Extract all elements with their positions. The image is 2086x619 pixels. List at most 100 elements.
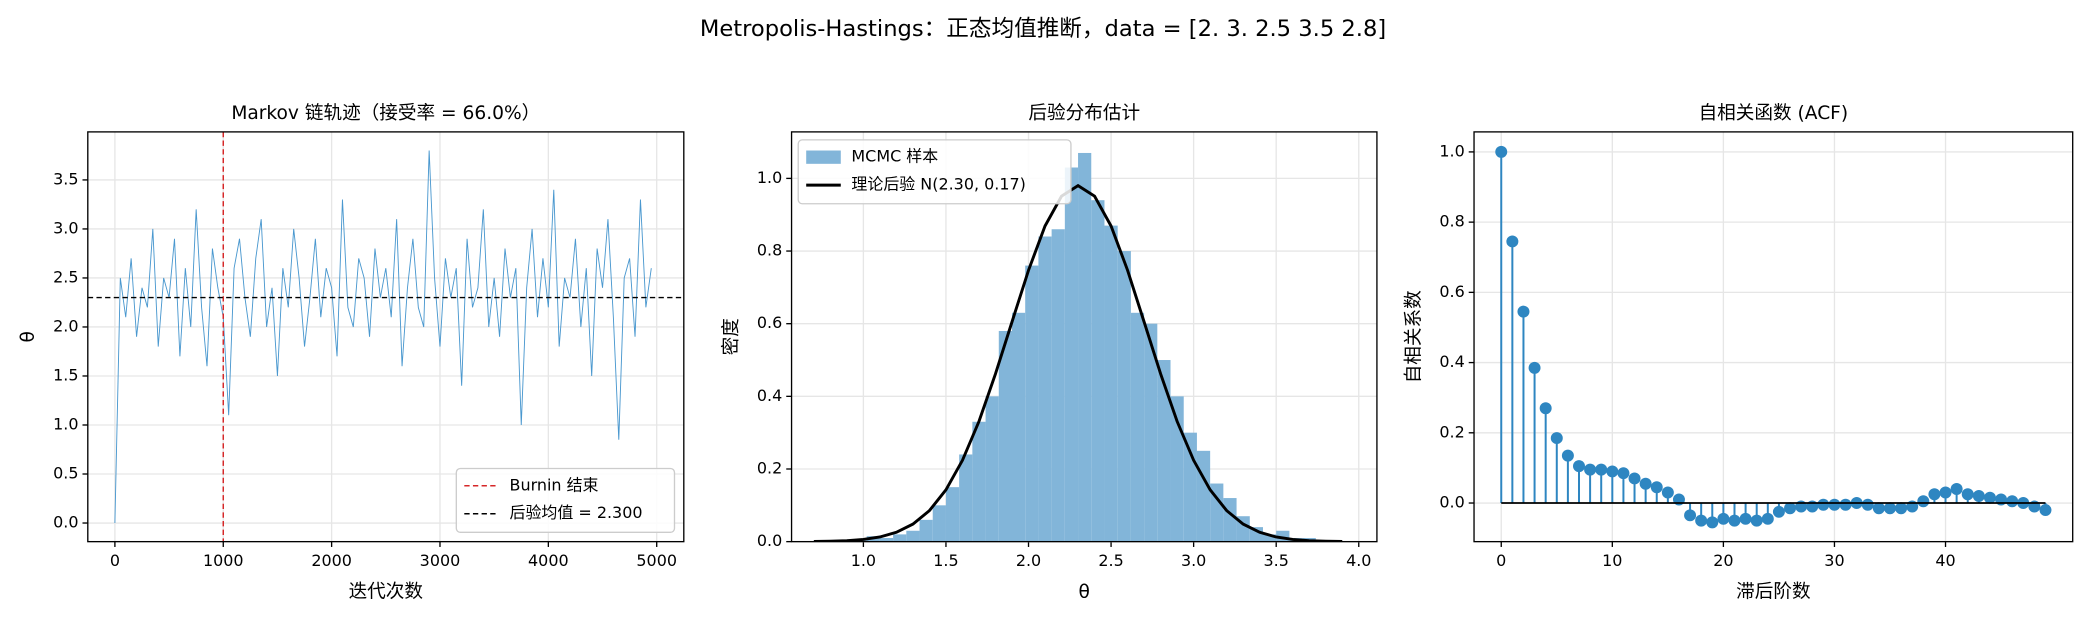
y-tick-label: 0.5 [53,464,78,483]
stem-marker [1750,514,1763,527]
y-tick-label: 0.0 [53,513,78,532]
stem-marker [1706,516,1719,529]
histogram-bar [1223,498,1237,542]
histogram-bar [879,538,894,542]
stem-marker [1584,463,1597,476]
stem-marker [1539,402,1552,415]
stem-marker [1839,498,1852,511]
y-tick-label: 0.8 [757,241,782,260]
stem-marker [1939,486,1952,499]
stem-marker [1639,477,1652,490]
y-axis-label: 自相关系数 [1404,290,1425,383]
x-tick-label: 10 [1602,551,1622,570]
y-axis-label: 密度 [721,318,742,355]
plot-area [1495,145,2052,529]
stem-marker [1872,502,1885,515]
histogram-bar [932,505,946,542]
stem-marker [1506,235,1519,248]
y-tick-label: 0.0 [1439,493,1464,512]
histogram-bar [1196,450,1211,542]
stem-marker [1761,512,1774,525]
y-tick-label: 2.5 [53,267,78,286]
stem-marker [1784,502,1797,515]
stem-marker [1717,512,1730,525]
x-tick-label: 20 [1713,551,1733,570]
stem-marker [1517,305,1530,318]
plot-area [87,131,684,542]
histogram-bar [1276,530,1290,542]
x-tick-label: 2.0 [1016,551,1041,570]
y-axis-label: θ [17,331,38,342]
axes-frame [790,131,1378,543]
histogram-bar [1144,323,1158,542]
histogram-bar [1262,534,1277,542]
x-tick-label: 3.0 [1181,551,1206,570]
histogram-bar [1210,483,1224,542]
stem-marker [1628,472,1641,485]
legend-box [797,139,1072,205]
stem-marker [1495,145,1508,158]
stem-marker [1684,509,1697,522]
y-tick-label: 0.4 [1439,352,1464,371]
legend-label: Burnin 结束 [510,475,599,494]
y-tick-label: 0.6 [1439,282,1464,301]
histogram-bar [1051,229,1065,542]
stem-marker [1528,361,1541,374]
trace-line [114,150,652,524]
x-tick-label: 3000 [420,551,461,570]
histogram-bar [906,530,920,542]
stem-marker [1961,488,1974,501]
y-tick-label: 1.0 [757,168,782,187]
stem-marker [1817,498,1830,511]
x-tick-label: 1000 [203,551,244,570]
histogram-bar [945,487,960,542]
y-tick-label: 3.0 [53,218,78,237]
stem-marker [1728,514,1741,527]
x-tick-label: 40 [1935,551,1955,570]
histogram-bar [1078,152,1092,542]
stem-marker [1595,463,1608,476]
histogram-bar [1038,236,1052,542]
y-tick-label: 0.2 [757,458,782,477]
axes-frame [87,131,685,543]
x-tick-label: 1.0 [851,551,876,570]
y-tick-label: 2.0 [53,316,78,335]
stem-marker [2006,495,2019,508]
x-axis-label: θ [1079,582,1090,603]
y-tick-label: 3.5 [53,169,78,188]
stem-marker [1695,514,1708,527]
stem-marker [1917,495,1930,508]
histogram-bar [985,396,999,542]
histogram-bar [1117,251,1131,542]
legend-swatch [806,150,841,164]
stem-marker [1983,491,1996,504]
y-tick-label: 0.2 [1439,422,1464,441]
histogram-bar [1104,225,1118,542]
stem-marker [1928,488,1941,501]
legend-label: MCMC 样本 [851,147,938,166]
stem-marker [1561,449,1574,462]
figure-title: Metropolis-Hastings：正态均值推断，data = [2. 3.… [700,16,1386,42]
y-tick-label: 1.5 [53,365,78,384]
stem-marker [1950,482,1963,495]
stem-marker [1861,498,1874,511]
histogram-bar [972,421,986,542]
axis-title: Markov 链轨迹（接受率 = 66.0%） [231,103,540,124]
axis-title: 自相关函数 (ACF) [1699,103,1849,124]
y-tick-label: 0.8 [1439,212,1464,231]
density-curve [813,183,1343,542]
stem-marker [1972,490,1985,502]
x-tick-label: 3.5 [1264,551,1289,570]
histogram-bar [1025,265,1039,542]
stem-marker [1828,498,1841,511]
histogram-bar [1130,312,1145,542]
x-tick-label: 4.0 [1346,551,1371,570]
legend-label: 理论后验 N(2.30, 0.17) [851,175,1025,194]
x-tick-label: 0 [110,551,120,570]
stem-marker [1617,467,1630,480]
histogram-bar [919,519,933,542]
histogram-bar [1012,312,1026,542]
axis-title: 后验分布估计 [1028,103,1140,124]
x-tick-label: 0 [1496,551,1506,570]
